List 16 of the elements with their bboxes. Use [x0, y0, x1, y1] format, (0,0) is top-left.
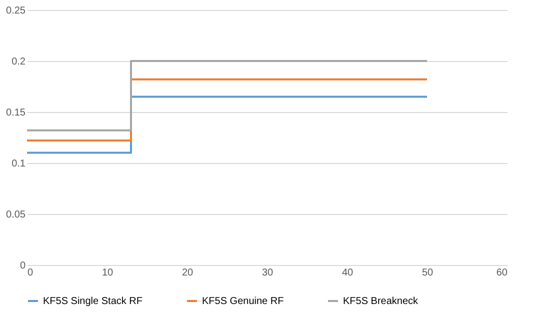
- legend-label: KF5S Breakneck: [343, 296, 420, 307]
- legend-label: KF5S Genuine RF: [202, 296, 284, 307]
- x-tick-label: 0: [28, 268, 34, 278]
- x-tick-label: 50: [422, 268, 434, 278]
- y-tick-label: 0.25: [6, 6, 26, 16]
- legend-label: KF5S Single Stack RF: [43, 296, 142, 307]
- x-tick-label: 40: [342, 268, 354, 278]
- y-tick-label: 0.2: [12, 56, 26, 68]
- x-tick-label: 60: [496, 268, 508, 278]
- x-tick-label: 30: [262, 268, 274, 278]
- y-tick-label: 0.1: [12, 158, 26, 170]
- y-tick-label: 0: [20, 260, 26, 272]
- y-tick-label: 0.15: [6, 108, 26, 118]
- x-tick-label: 20: [182, 268, 194, 278]
- y-tick-label: 0.05: [6, 210, 26, 220]
- x-tick-label: 10: [102, 268, 114, 278]
